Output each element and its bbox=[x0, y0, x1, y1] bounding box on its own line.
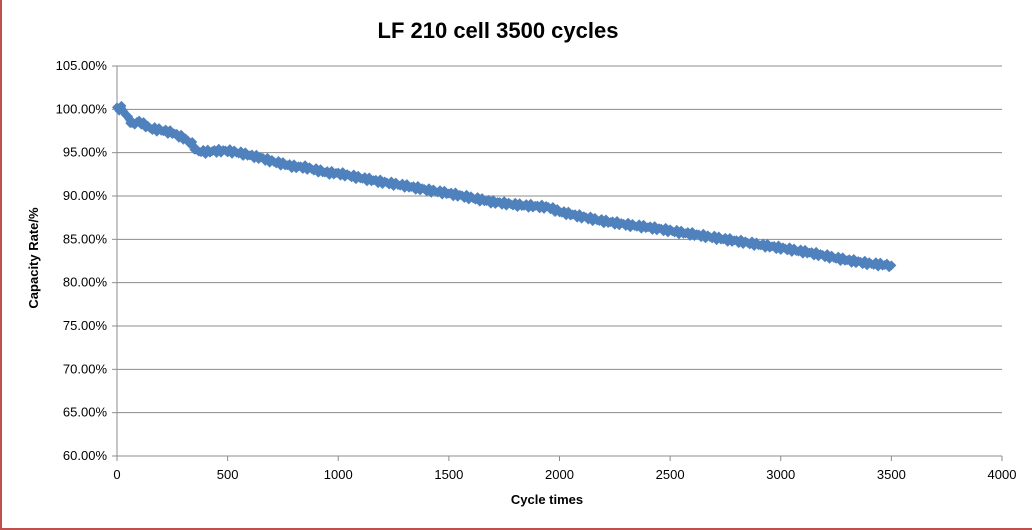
x-tick-label: 2500 bbox=[656, 467, 685, 482]
y-tick-label: 100.00% bbox=[56, 101, 108, 116]
chart-title: LF 210 cell 3500 cycles bbox=[378, 18, 619, 43]
axes bbox=[116, 66, 1002, 457]
x-tick-label: 0 bbox=[113, 467, 120, 482]
y-tick-label: 60.00% bbox=[63, 448, 108, 463]
y-tick-label: 75.00% bbox=[63, 318, 108, 333]
data-point bbox=[187, 136, 198, 147]
y-tick-label: 80.00% bbox=[63, 275, 108, 290]
x-tick-label: 1000 bbox=[324, 467, 353, 482]
y-axis-label: Capacity Rate/% bbox=[26, 207, 41, 309]
y-tick-label: 65.00% bbox=[63, 405, 108, 420]
y-tick-label: 95.00% bbox=[63, 145, 108, 160]
data-series bbox=[112, 100, 897, 273]
x-tick-label: 500 bbox=[217, 467, 239, 482]
x-tick-label: 4000 bbox=[988, 467, 1017, 482]
x-tick-label: 3500 bbox=[877, 467, 906, 482]
data-point bbox=[886, 260, 897, 271]
gridlines bbox=[117, 65, 1002, 457]
x-tick-label: 1500 bbox=[434, 467, 463, 482]
y-tick-label: 70.00% bbox=[63, 361, 108, 376]
y-tick-label: 105.00% bbox=[56, 58, 108, 73]
y-tick-label: 90.00% bbox=[63, 188, 108, 203]
x-axis-label: Cycle times bbox=[511, 492, 583, 507]
series-band bbox=[115, 104, 892, 269]
y-tick-label: 85.00% bbox=[63, 231, 108, 246]
data-point bbox=[151, 126, 162, 137]
x-axis-ticks: 0 500 1000 1500 2000 2500 3000 3500 4000 bbox=[113, 456, 1016, 482]
x-tick-label: 3000 bbox=[766, 467, 795, 482]
data-point bbox=[251, 149, 262, 160]
y-axis-ticks: 60.00% 65.00% 70.00% 75.00% 80.00% 85.00% 90.0… bbox=[56, 58, 117, 463]
x-tick-label: 2000 bbox=[545, 467, 574, 482]
